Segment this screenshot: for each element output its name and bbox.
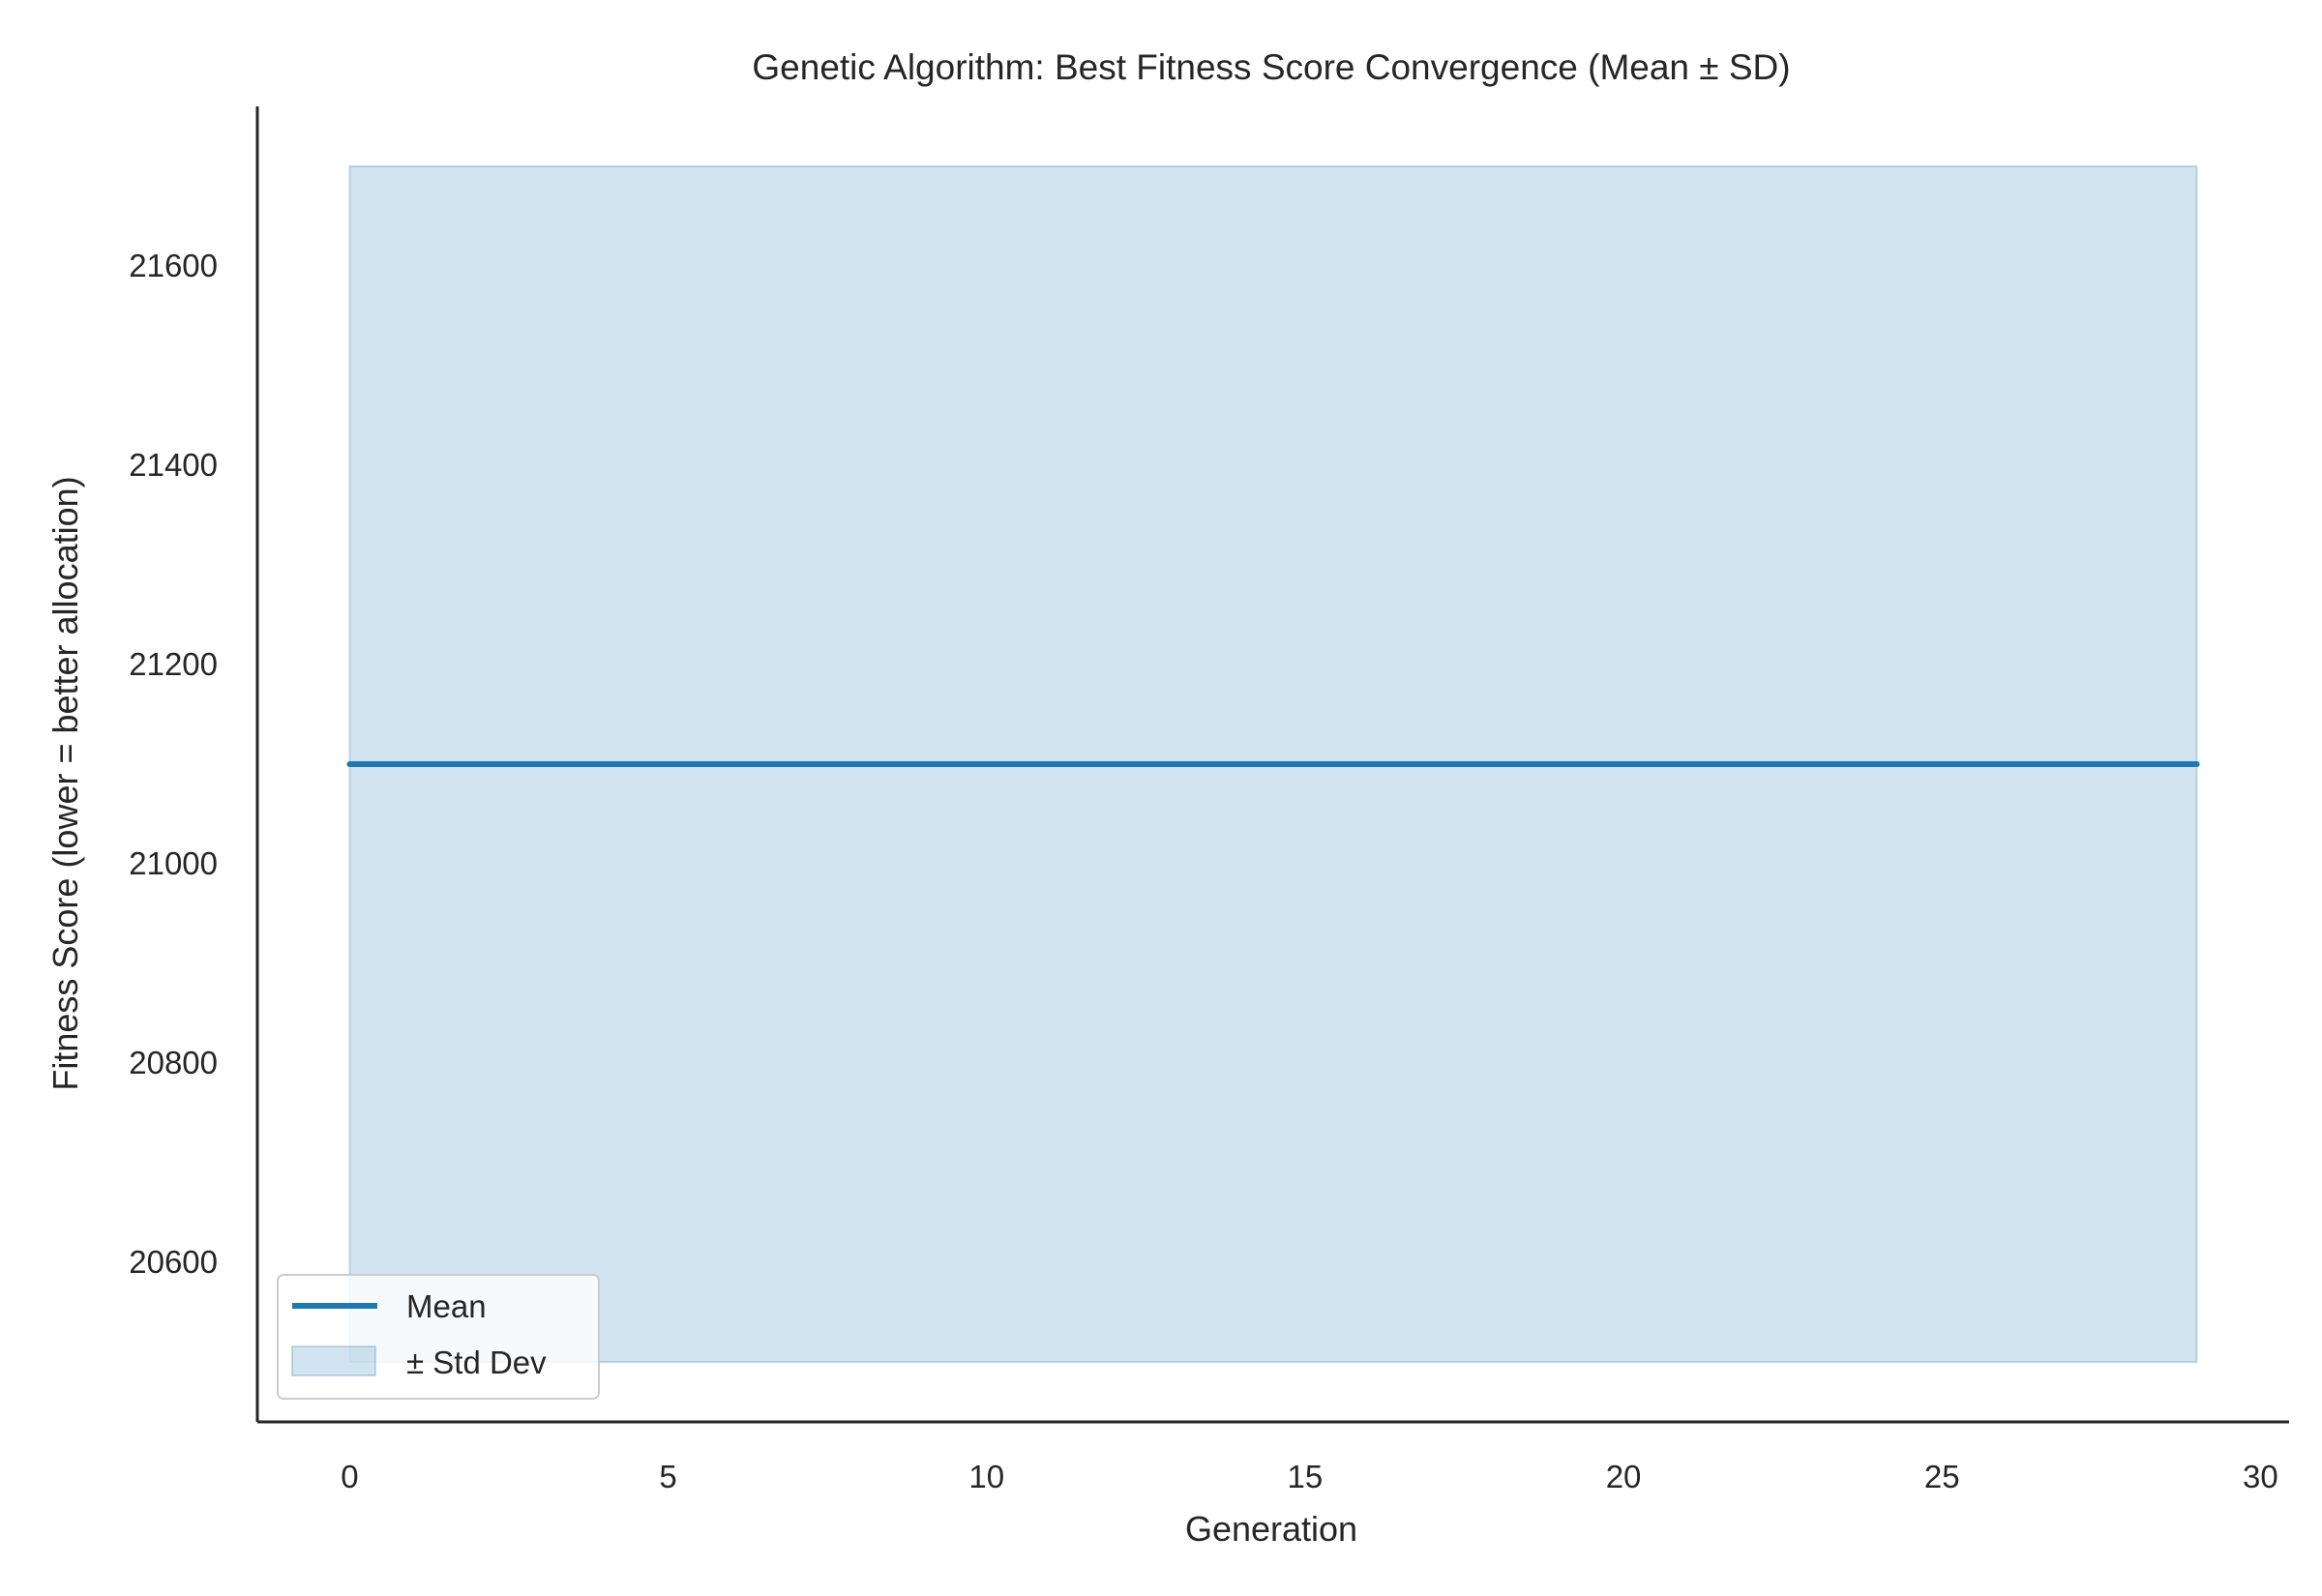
y-tick-label: 21000 — [129, 845, 218, 881]
x-tick-label: 25 — [1924, 1459, 1960, 1494]
x-tick-label: 15 — [1288, 1459, 1324, 1494]
x-tick-label: 0 — [341, 1459, 358, 1494]
legend-mean-label: Mean — [406, 1288, 487, 1324]
x-tick-label: 5 — [659, 1459, 676, 1494]
x-tick-label: 20 — [1606, 1459, 1642, 1494]
y-tick-label: 20600 — [129, 1244, 218, 1280]
chart-title: Genetic Algorithm: Best Fitness Score Co… — [752, 47, 1790, 87]
x-tick-label: 10 — [968, 1459, 1004, 1494]
ticks-layer: 0 5 10 15 20 25 30 20600 20800 21000 21200 21400 216… — [129, 248, 2278, 1494]
y-tick-label: 21200 — [129, 646, 218, 682]
legend-band-label: ± Std Dev — [406, 1345, 547, 1380]
y-tick-label: 21600 — [129, 248, 218, 283]
y-tick-label: 20800 — [129, 1045, 218, 1080]
y-axis-label: Fitness Score (lower = better allocation… — [45, 476, 85, 1090]
x-axis-label: Generation — [1185, 1509, 1357, 1549]
x-tick-label: 30 — [2243, 1459, 2278, 1494]
axes-layer — [255, 106, 2289, 1424]
legend-band-swatch — [291, 1345, 376, 1376]
legend: Mean ± Std Dev — [277, 1274, 600, 1400]
y-tick-label: 21400 — [129, 447, 218, 483]
